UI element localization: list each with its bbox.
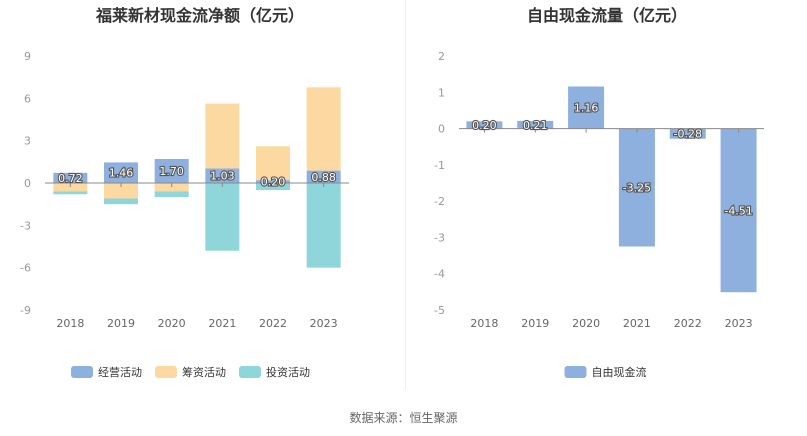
chart-divider [405,0,406,390]
bar-series-2-2020 [154,191,189,198]
y-tick-label: -9 [20,304,31,317]
data-label: 0.88 [311,171,336,184]
bar-series-1-2022 [256,146,290,181]
bar-series-0-2020 [568,86,605,129]
bar-series-2-2019 [104,198,138,205]
bar-series-1-2018 [53,183,88,192]
x-tick-label: 2018 [56,317,84,330]
x-tick-label: 2022 [674,317,702,330]
y-tick-label: 1 [438,86,445,99]
y-tick-label: -5 [434,304,445,317]
legend-swatch-0 [564,366,587,378]
bar-series-0-2021 [618,128,655,247]
bar-series-0-2022 [669,128,706,139]
data-label: 1.46 [109,167,134,180]
bar-series-0-2022 [256,180,290,183]
y-tick-label: 6 [24,92,31,105]
data-source: 数据来源：恒生聚源 [349,411,458,425]
bar-series-0-2023 [306,170,341,183]
data-label: 1.16 [574,102,599,115]
bar-series-0-2018 [53,172,88,183]
net-cashflow-chart: 9 6 3 0 -3 -6 -9 0.72 1.46 1.70 1.03 0.20 0.88 2018 20… [20,50,349,379]
free-cashflow-chart: 2 1 0 -1 -2 -3 -4 -5 0.20 0.21 1.16 -3.25 -0.28 -4.51… [434,50,764,379]
legend-label-1: 筹资活动 [182,365,226,379]
y-tick-label: 0 [24,177,31,190]
bar-series-0-2019 [104,162,138,183]
legend-label-0: 自由现金流 [592,365,647,379]
bar-series-1-2020 [154,183,189,192]
x-tick-label: 2018 [470,317,498,330]
y-tick-label: 0 [438,123,445,136]
x-tick-label: 2021 [208,317,236,330]
bar-series-0-2021 [205,168,240,183]
y-tick-label: -4 [434,268,445,281]
legend-swatch-0 [71,366,93,378]
data-label: 0.20 [261,176,286,189]
legend-label-0: 经营活动 [98,365,142,379]
y-tick-label: -1 [434,159,445,172]
bar-series-1-2019 [104,183,138,199]
y-tick-label: -6 [20,262,31,275]
bar-series-2-2023 [306,183,341,268]
data-label: -3.25 [623,182,651,195]
x-tick-label: 2023 [310,317,338,330]
y-tick-label: 9 [24,50,31,63]
y-tick-label: 2 [438,50,445,63]
y-tick-label: -3 [20,219,31,232]
x-tick-label: 2020 [158,317,186,330]
data-label: -4.51 [724,204,752,217]
x-tick-label: 2019 [107,317,135,330]
data-label: 1.03 [210,170,235,183]
bar-series-1-2021 [205,103,240,169]
legend-swatch-1 [155,366,177,378]
legend-swatch-2 [239,366,261,378]
y-tick-label: -2 [434,195,445,208]
bar-series-2-2018 [53,191,88,195]
y-tick-label: 3 [24,135,31,148]
chart-title-net-cashflow: 福莱新材现金流净额（亿元） [95,6,304,25]
bar-series-0-2019 [517,120,554,129]
bar-series-0-2018 [466,121,503,129]
x-tick-label: 2020 [572,317,600,330]
legend-label-2: 投资活动 [266,365,310,379]
data-label: 0.72 [58,172,83,185]
data-label: 0.20 [472,119,497,132]
data-label: 0.21 [523,119,548,132]
y-tick-label: -3 [434,231,445,244]
bar-series-0-2023 [720,128,757,293]
data-label: -0.28 [674,128,702,141]
data-label: 1.70 [159,165,184,178]
x-tick-label: 2019 [521,317,549,330]
x-tick-label: 2021 [623,317,651,330]
bar-series-1-2023 [306,87,341,171]
bar-series-0-2020 [154,159,189,183]
x-tick-label: 2022 [259,317,287,330]
bar-series-2-2021 [205,183,240,251]
x-tick-label: 2023 [725,317,753,330]
chart-title-free-cashflow: 自由现金流量（亿元） [526,6,687,25]
